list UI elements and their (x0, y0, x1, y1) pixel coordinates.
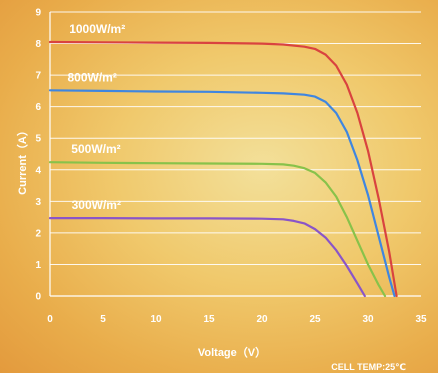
y-tick-label: 1 (35, 260, 41, 271)
x-tick-label: 30 (362, 314, 374, 325)
series-line (48, 161, 387, 298)
series-lines (48, 40, 398, 298)
x-axis-title: Voltage（V） (198, 346, 266, 359)
series-label: 500W/m² (71, 142, 120, 156)
axes (49, 12, 421, 297)
x-tick-label: 10 (150, 314, 162, 325)
y-axis-title: Current（A） (16, 125, 29, 195)
series-label: 800W/m² (68, 70, 117, 84)
cell-temp-note: CELL TEMP:25℃ (331, 362, 406, 372)
series-line (48, 40, 398, 298)
y-tick-label: 2 (35, 228, 41, 239)
tick-labels: 0 1 2 3 4 5 6 7 8 9 0 5 10 15 20 25 30 35 (35, 8, 427, 326)
y-tick-label: 5 (35, 134, 41, 145)
y-tick-label: 6 (35, 102, 41, 113)
y-tick-label: 0 (35, 292, 41, 303)
series-line (48, 217, 366, 298)
x-tick-label: 20 (256, 314, 268, 325)
series-label: 1000W/m² (69, 22, 125, 36)
x-tick-label: 5 (100, 314, 106, 325)
x-tick-label: 35 (415, 314, 427, 325)
x-tick-label: 15 (203, 314, 215, 325)
y-tick-label: 7 (35, 71, 41, 82)
x-tick-label: 25 (309, 314, 321, 325)
y-tick-label: 4 (35, 165, 41, 176)
series-labels: 1000W/m² 800W/m² 500W/m² 300W/m² (68, 22, 126, 212)
y-tick-label: 3 (35, 197, 41, 208)
y-tick-label: 9 (35, 8, 41, 19)
grid-lines (50, 11, 421, 265)
x-tick-label: 0 (47, 314, 53, 325)
series-line (48, 89, 396, 298)
y-tick-label: 8 (35, 39, 41, 50)
series-label: 300W/m² (72, 198, 121, 212)
